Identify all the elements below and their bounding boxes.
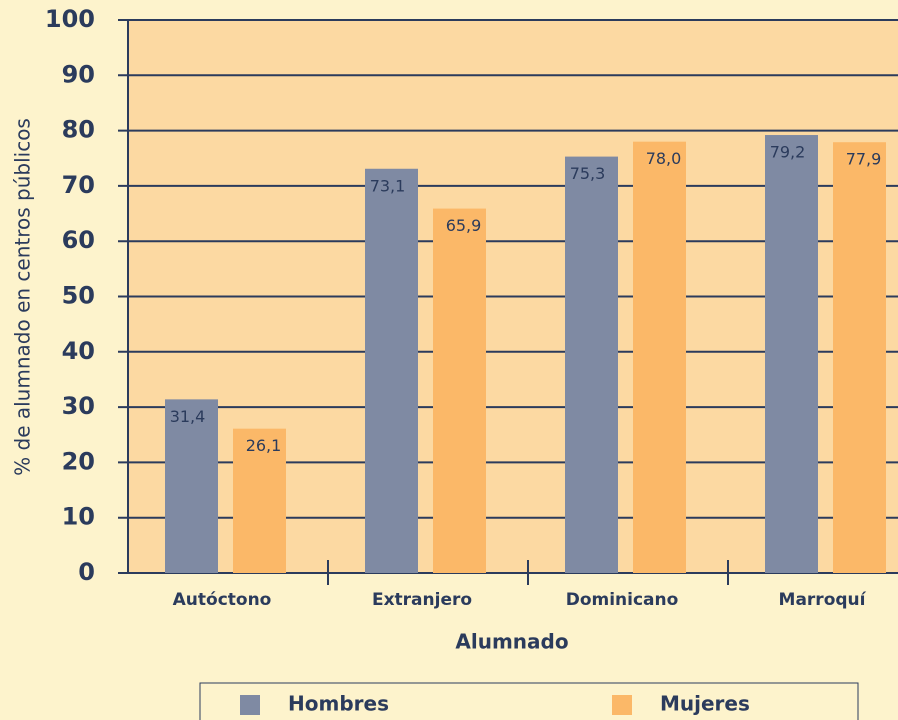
legend-swatch xyxy=(240,695,260,715)
y-tick-label: 30 xyxy=(62,392,95,420)
y-axis-title: % de alumnado en centros públicos xyxy=(11,118,35,476)
bar xyxy=(365,168,418,573)
y-tick-label: 70 xyxy=(62,171,95,199)
y-tick-label: 60 xyxy=(62,226,95,254)
legend-label: Mujeres xyxy=(660,692,750,716)
bar xyxy=(165,399,218,573)
x-tick-label: Autóctono xyxy=(173,590,272,610)
y-tick-label: 80 xyxy=(62,116,95,144)
x-tick-label: Dominicano xyxy=(566,590,679,610)
legend-label: Hombres xyxy=(288,692,389,716)
x-tick-label: Extranjero xyxy=(372,590,472,610)
value-label: 77,9 xyxy=(846,150,882,169)
value-label: 65,9 xyxy=(446,216,482,235)
y-tick-label: 10 xyxy=(62,503,95,531)
value-label: 26,1 xyxy=(246,436,282,455)
value-label: 79,2 xyxy=(770,143,806,162)
value-label: 78,0 xyxy=(646,149,682,168)
y-tick-label: 20 xyxy=(62,447,95,475)
value-label: 31,4 xyxy=(170,407,206,426)
y-tick-label: 90 xyxy=(62,60,95,88)
bar xyxy=(233,428,286,573)
legend-box xyxy=(199,682,859,720)
bar xyxy=(833,142,886,573)
legend-swatch xyxy=(612,695,632,715)
y-tick-label: 50 xyxy=(62,282,95,310)
y-tick-label: 0 xyxy=(78,558,95,586)
y-tick-label: 100 xyxy=(45,5,95,33)
bar xyxy=(565,156,618,573)
bar xyxy=(633,141,686,573)
value-label: 73,1 xyxy=(370,176,406,195)
y-tick-label: 40 xyxy=(62,337,95,365)
x-tick-label: Marroquí xyxy=(779,590,867,610)
bar xyxy=(433,208,486,573)
bar xyxy=(765,135,818,574)
value-label: 75,3 xyxy=(570,164,606,183)
x-axis-title: Alumnado xyxy=(455,630,568,654)
